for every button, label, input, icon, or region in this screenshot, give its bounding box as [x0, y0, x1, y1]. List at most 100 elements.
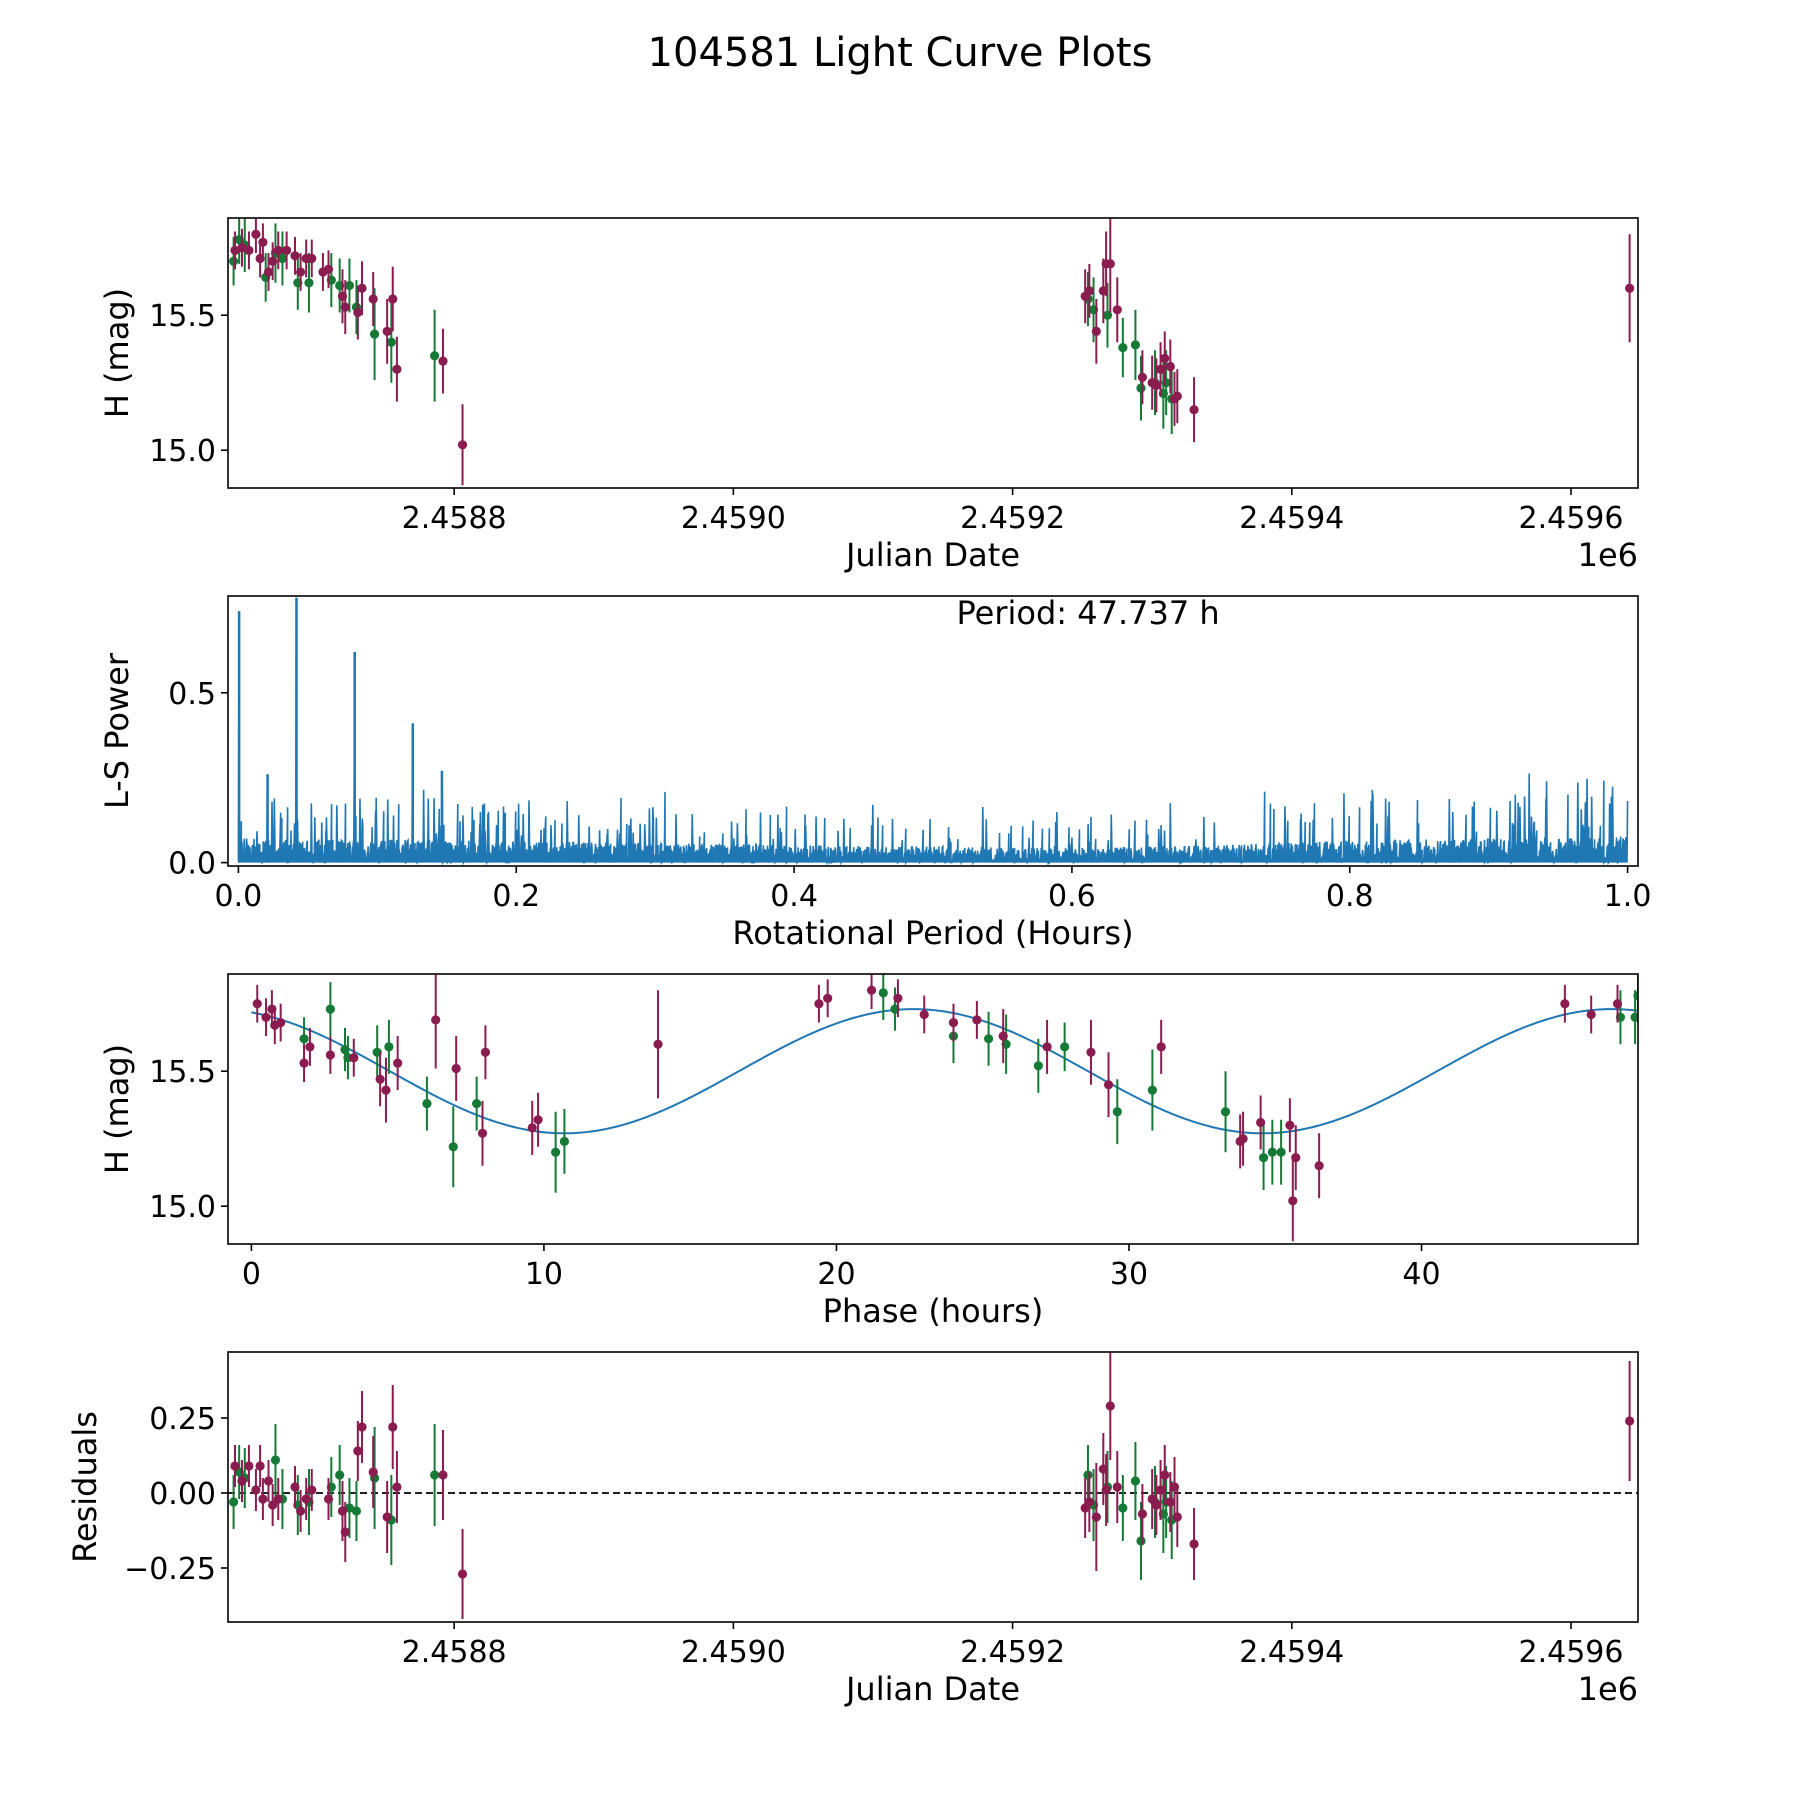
green-point [1136, 1536, 1146, 1546]
purple-point [919, 1009, 929, 1020]
purple-point [1172, 1512, 1182, 1522]
green-point [1258, 1153, 1269, 1163]
x-tick-label: 10 [525, 1257, 563, 1292]
purple-point [438, 356, 448, 366]
green-point [983, 1034, 994, 1044]
green-point [1267, 1147, 1277, 1157]
green-point [430, 1470, 440, 1480]
x-offset-label: 1e6 [1578, 1670, 1638, 1708]
y-tick-label: 0.25 [149, 1402, 216, 1437]
figure-title: 104581 Light Curve Plots [648, 30, 1153, 76]
periodogram-data [237, 597, 1629, 866]
green-point [340, 1045, 350, 1055]
purple-point [1165, 361, 1175, 372]
green-point [1130, 340, 1141, 350]
purple-point [1586, 1009, 1596, 1020]
purple-point [1042, 1042, 1052, 1052]
x-tick-label: 2.4588 [402, 1635, 507, 1670]
purple-point [237, 1476, 247, 1486]
green-point [1633, 991, 1638, 1001]
purple-point [477, 1128, 488, 1138]
y-axis-label: Residuals [66, 1411, 104, 1563]
x-tick-label: 2.4596 [1518, 1635, 1623, 1670]
green-point [344, 1503, 355, 1513]
purple-point [1625, 1416, 1635, 1426]
purple-point [323, 1494, 334, 1504]
purple-point [1285, 1120, 1295, 1130]
purple-point [276, 1018, 286, 1028]
green-point [1220, 1107, 1231, 1117]
purple-point [255, 1461, 265, 1471]
x-tick-label: 2.4592 [960, 1635, 1065, 1670]
green-point [551, 1147, 561, 1157]
green-point [1130, 1476, 1141, 1486]
purple-point [273, 245, 283, 255]
green-point [472, 1099, 482, 1109]
purple-point [305, 1042, 315, 1052]
green-point [559, 1136, 570, 1146]
purple-point [230, 1461, 240, 1471]
purple-point [392, 1482, 402, 1492]
purple-point [237, 243, 247, 253]
purple-point [1160, 353, 1170, 363]
purple-point [340, 1527, 350, 1537]
purple-point [263, 267, 274, 277]
purple-point [273, 1494, 283, 1504]
purple-point [252, 999, 262, 1009]
x-axis-label: Julian Date [844, 1670, 1020, 1708]
purple-point [301, 1494, 311, 1504]
purple-point [388, 294, 398, 304]
purple-point [1091, 326, 1101, 336]
purple-point [323, 264, 334, 274]
x-tick-label: 0 [242, 1257, 261, 1292]
purple-point [230, 245, 240, 255]
purple-point [299, 1058, 309, 1068]
x-tick-label: 2.4594 [1239, 501, 1344, 536]
purple-point [268, 1500, 278, 1510]
green-point [304, 278, 314, 288]
purple-point [1238, 1134, 1248, 1144]
purple-point [307, 1485, 317, 1495]
purple-point [290, 251, 300, 261]
purple-point [244, 245, 254, 255]
green-point [1112, 1107, 1122, 1117]
purple-point [1151, 380, 1161, 390]
x-tick-label: 0.2 [492, 879, 540, 914]
purple-point [393, 1058, 403, 1068]
green-point [351, 1506, 362, 1516]
lightcurve-data [228, 218, 1635, 486]
x-tick-label: 0.8 [1326, 879, 1374, 914]
x-tick-label: 0.0 [215, 879, 263, 914]
period-annotation: Period: 47.737 h [957, 594, 1220, 632]
green-point [422, 1099, 432, 1109]
green-point [1033, 1061, 1043, 1071]
purple-point [823, 993, 833, 1003]
purple-point [340, 302, 350, 312]
purple-point [353, 307, 363, 318]
purple-point [814, 999, 824, 1009]
purple-point [1189, 1539, 1199, 1549]
purple-point [1091, 1512, 1101, 1522]
green-point [1630, 1012, 1638, 1022]
green-point [1276, 1147, 1286, 1157]
purple-point [268, 256, 278, 266]
y-axis-label: H (mag) [98, 1044, 136, 1174]
green-point [1147, 1085, 1157, 1095]
purple-point [368, 294, 378, 304]
purple-point [1137, 1509, 1148, 1519]
purple-point [357, 1422, 367, 1432]
green-point [448, 1142, 458, 1152]
purple-point [438, 1470, 448, 1480]
green-point [228, 1497, 239, 1507]
green-point [1118, 343, 1128, 353]
purple-point [948, 1018, 959, 1028]
phased-data [251, 974, 1638, 1242]
purple-point [1101, 1485, 1111, 1495]
y-axis-label: H (mag) [98, 288, 136, 418]
purple-point [357, 283, 367, 293]
purple-point [1084, 1497, 1094, 1507]
purple-point [349, 1053, 359, 1063]
periodogram-panel: Period: 47.737 h 0.0 0.2 0.4 0.6 0.8 1.0 0.0 0.5… [98, 594, 1651, 952]
green-point [270, 1455, 281, 1465]
purple-point [1291, 1153, 1301, 1163]
